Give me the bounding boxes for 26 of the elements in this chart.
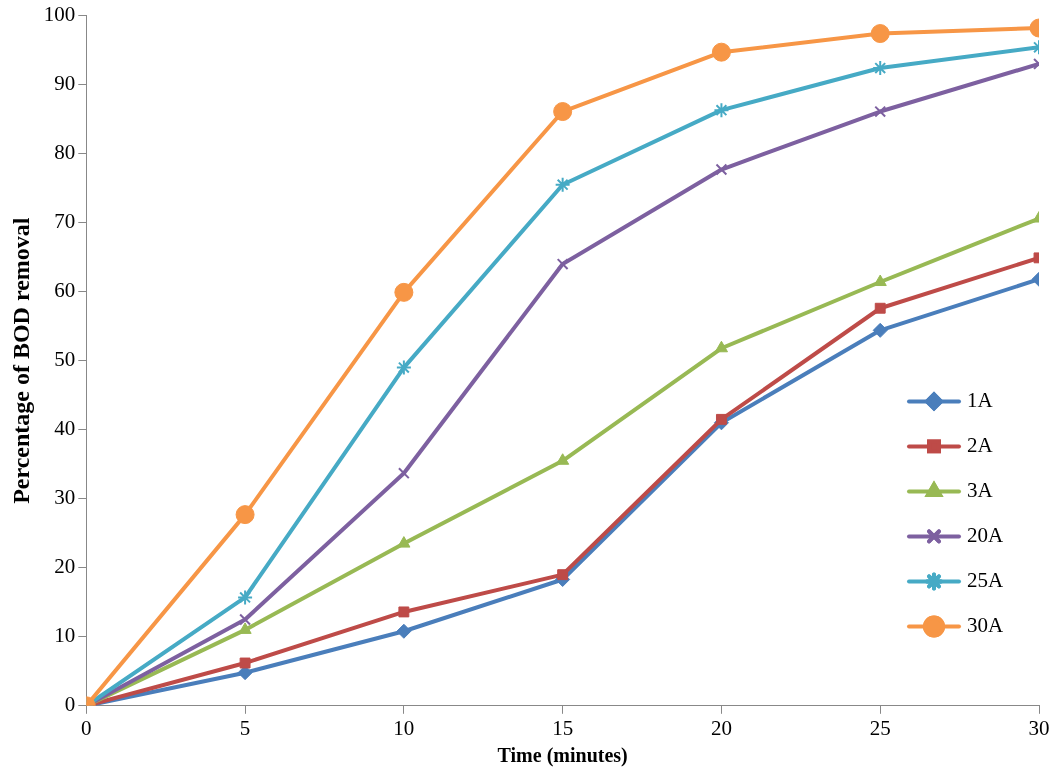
- legend-label: 20A: [967, 522, 1004, 547]
- x-axis-title: Time (minutes): [497, 744, 628, 768]
- legend-label: 30A: [967, 612, 1004, 637]
- legend-label: 2A: [967, 432, 994, 457]
- x-tick-label: 0: [81, 715, 92, 740]
- y-axis-title: Percentage of BOD removal: [7, 217, 34, 504]
- x-tick-label: 10: [393, 715, 415, 740]
- y-tick-label: 20: [54, 554, 76, 579]
- y-tick-label: 90: [54, 71, 76, 96]
- y-tick-label: 0: [64, 692, 76, 717]
- legend-label: 25A: [967, 567, 1004, 592]
- y-tick-label: 50: [54, 347, 76, 372]
- x-tick-label: 30: [1028, 715, 1050, 740]
- x-tick-label: 25: [869, 715, 891, 740]
- legend-label: 1A: [967, 387, 994, 412]
- y-tick-label: 100: [43, 2, 76, 27]
- y-tick-label: 40: [54, 416, 76, 441]
- y-tick-label: 70: [54, 209, 76, 234]
- x-tick-label: 20: [710, 715, 732, 740]
- y-tick-label: 30: [54, 485, 76, 510]
- x-tick-label: 15: [552, 715, 574, 740]
- legend-label: 3A: [967, 477, 994, 502]
- y-tick-label: 80: [54, 140, 76, 165]
- y-tick-label: 10: [54, 623, 76, 648]
- y-tick-label: 60: [54, 278, 76, 303]
- x-tick-label: 5: [239, 715, 251, 740]
